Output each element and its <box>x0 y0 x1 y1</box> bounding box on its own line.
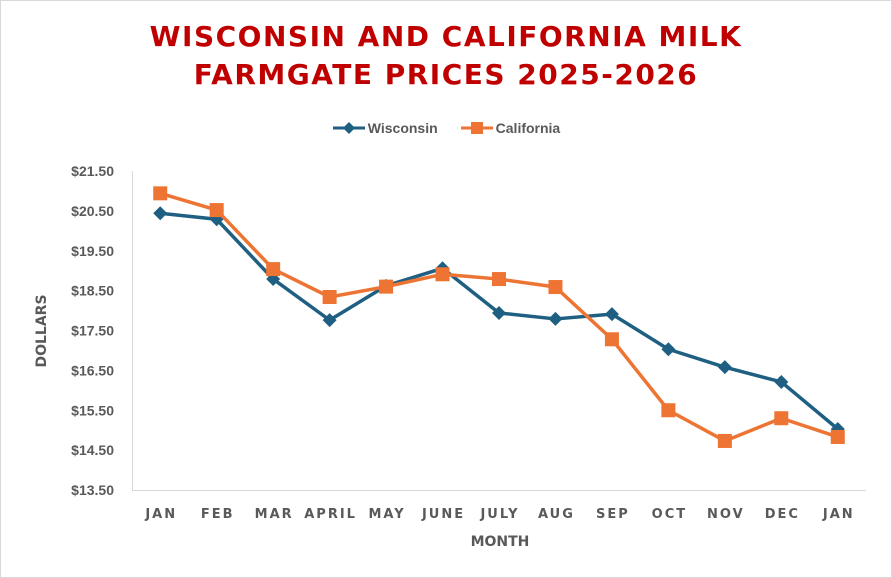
legend-label-wisconsin: Wisconsin <box>367 120 438 136</box>
x-tick-label: JAN <box>822 507 855 522</box>
x-axis: JAN FEB MAR APRIL MAY JUNE JULY AUG SEP OCT NOV DEC… <box>132 490 866 522</box>
y-tick-label: $17.50 <box>71 323 114 339</box>
data-point-california[interactable] <box>153 186 168 201</box>
legend-label-california: California <box>495 120 561 136</box>
data-point-california[interactable] <box>661 403 676 418</box>
x-tick-label: AUG <box>538 507 575 522</box>
series-layer <box>153 186 845 448</box>
y-tick-label: $15.50 <box>71 402 114 418</box>
x-tick-label: JULY <box>479 507 519 522</box>
x-tick-label: DEC <box>765 507 800 522</box>
y-tick-label: $21.50 <box>71 163 114 179</box>
y-tick-label: $14.50 <box>71 442 114 458</box>
data-point-california[interactable] <box>830 429 845 444</box>
data-point-california[interactable] <box>548 280 563 295</box>
x-tick-label: SEP <box>596 507 630 522</box>
data-point-wisconsin[interactable] <box>774 374 789 389</box>
x-tick-label: JUNE <box>421 507 465 522</box>
data-point-wisconsin[interactable] <box>661 342 676 357</box>
data-point-california[interactable] <box>379 279 394 294</box>
x-tick-label: FEB <box>201 507 235 522</box>
data-point-california[interactable] <box>774 411 789 426</box>
chart-title-line-1: WISCONSIN AND CALIFORNIA MILK <box>149 20 743 53</box>
data-point-california[interactable] <box>604 332 619 347</box>
y-tick-label: $16.50 <box>71 362 114 378</box>
y-tick-label: $13.50 <box>71 482 114 498</box>
y-tick-label: $20.50 <box>71 203 114 219</box>
legend: Wisconsin California <box>0 120 892 136</box>
data-point-california[interactable] <box>492 272 506 287</box>
x-tick-label: NOV <box>707 507 745 522</box>
x-tick-label: MAR <box>255 507 294 522</box>
data-point-wisconsin[interactable] <box>322 313 337 328</box>
legend-marker-square-icon <box>460 122 493 134</box>
y-axis-title: DOLLARS <box>34 294 50 367</box>
legend-item-wisconsin[interactable]: Wisconsin <box>332 120 438 136</box>
series-california <box>153 186 845 448</box>
data-point-wisconsin[interactable] <box>492 305 506 320</box>
chart-title: WISCONSIN AND CALIFORNIA MILK FARMGATE P… <box>0 18 892 94</box>
x-tick-label: OCT <box>652 507 687 522</box>
data-point-wisconsin[interactable] <box>717 360 732 375</box>
legend-marker-diamond-icon <box>332 122 365 134</box>
x-tick-label: MAY <box>368 507 405 522</box>
series-wisconsin <box>153 206 845 436</box>
data-point-wisconsin[interactable] <box>153 206 168 221</box>
series-line-wisconsin <box>160 211 839 431</box>
chart-title-line-2: FARMGATE PRICES 2025-2026 <box>193 58 699 91</box>
data-point-california[interactable] <box>435 267 450 282</box>
y-axis: $13.50 $14.50 $15.50 $16.50 $17.50 $18.50 $19.… <box>71 163 133 498</box>
data-point-california[interactable] <box>322 290 337 305</box>
data-point-california[interactable] <box>717 433 732 448</box>
data-point-wisconsin[interactable] <box>604 307 619 322</box>
x-tick-label: APRIL <box>304 507 357 522</box>
legend-item-california[interactable]: California <box>460 120 561 136</box>
x-axis-title: MONTH <box>471 534 530 550</box>
x-tick-label: JAN <box>144 507 177 522</box>
data-point-wisconsin[interactable] <box>548 311 563 326</box>
y-tick-label: $18.50 <box>71 283 114 299</box>
y-tick-label: $19.50 <box>71 243 114 259</box>
data-point-california[interactable] <box>209 203 224 218</box>
data-point-california[interactable] <box>266 262 281 277</box>
